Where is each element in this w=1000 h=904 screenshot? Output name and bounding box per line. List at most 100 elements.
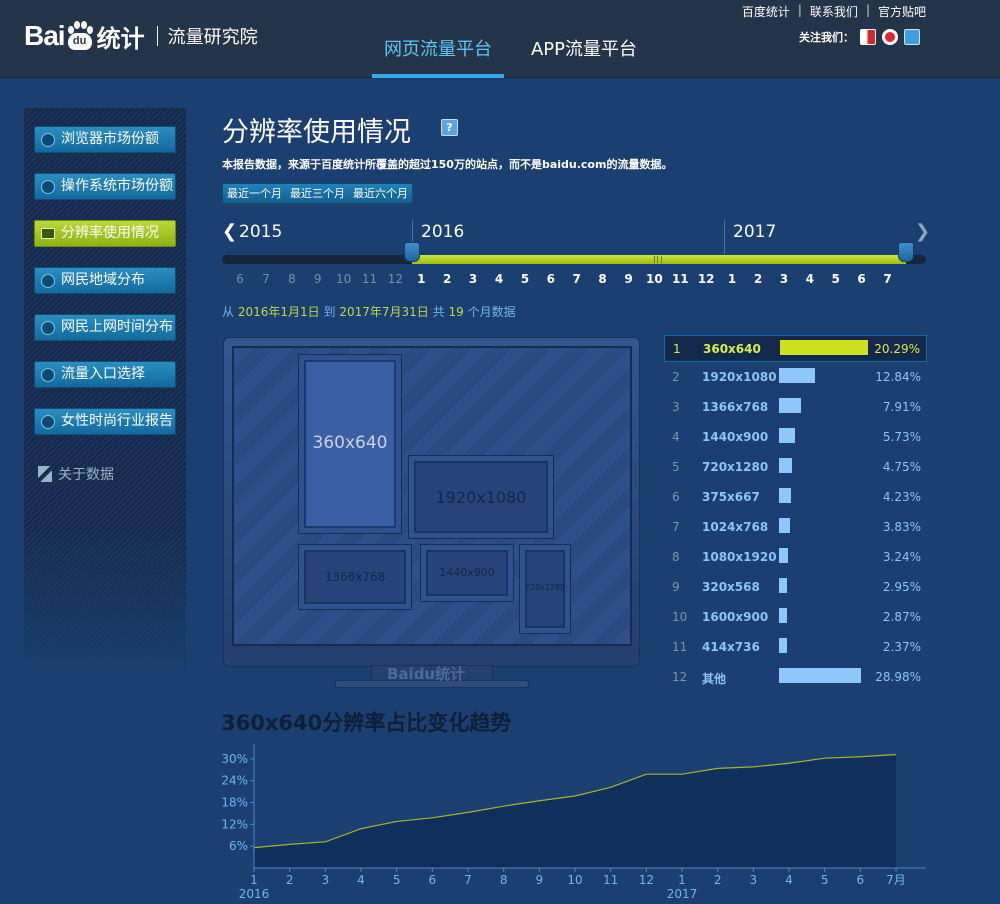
ranking-row[interactable]: 2 1920x1080 12.84% <box>664 362 927 392</box>
ranking-row[interactable]: 11 414x736 2.37% <box>664 632 927 662</box>
monitor-icon <box>41 228 55 239</box>
sina-weibo-icon[interactable] <box>882 29 898 45</box>
timeline-month[interactable]: 6 <box>546 272 555 286</box>
baidu-tongji-logo[interactable]: Bai du 统计 流量研究院 <box>24 16 258 56</box>
x-tick-label: 3 <box>322 873 330 887</box>
ranking-row[interactable]: 9 320x568 2.95% <box>664 572 927 602</box>
last-three-months-button[interactable]: 最近三个月 <box>290 187 345 200</box>
sidebar-item-resolution[interactable]: 分辨率使用情况 <box>34 220 176 247</box>
timeline-month[interactable]: 10 <box>646 272 663 286</box>
resolution-box-1366x768[interactable]: 1366x768 <box>298 544 412 610</box>
report-description: 本报告数据，来源于百度统计所覆盖的超过150万的站点，而不是baidu.com的… <box>222 158 673 171</box>
sidebar-item-os-share[interactable]: 操作系统市场份额 <box>34 173 176 200</box>
timeline-month[interactable]: 11 <box>361 272 378 286</box>
timeline-month[interactable]: 1 <box>417 272 426 286</box>
ranking-row[interactable]: 12 其他 28.98% <box>664 662 927 692</box>
last-six-months-button[interactable]: 最近六个月 <box>353 187 408 200</box>
timeline-month[interactable]: 5 <box>520 272 530 286</box>
tab-app-traffic[interactable]: APP流量平台 <box>530 39 638 60</box>
timeline-month[interactable]: 6 <box>236 272 244 286</box>
monitor-frame: 360x640 1920x1080 1366x768 1440x900 720x… <box>223 337 640 667</box>
trend-chart-title: 360x640分辨率占比变化趋势 <box>221 711 512 735</box>
x-tick-label: 9 <box>536 873 544 887</box>
resolution-box-1440x900[interactable]: 1440x900 <box>420 544 514 602</box>
timeline-month[interactable]: 2 <box>753 272 763 286</box>
ranking-rank: 5 <box>672 460 680 474</box>
timeline-month[interactable]: 3 <box>779 272 789 286</box>
sidebar-item-browser-share[interactable]: 浏览器市场份额 <box>34 126 176 153</box>
ranking-rank: 12 <box>672 670 688 684</box>
timeline-start-handle[interactable] <box>404 242 420 262</box>
resolution-box-1920x1080[interactable]: 1920x1080 <box>408 455 554 539</box>
sidebar-item-online-time[interactable]: 网民上网时间分布 <box>34 314 176 341</box>
timeline-month[interactable]: 6 <box>857 272 866 286</box>
timeline-month[interactable]: 7 <box>572 272 581 286</box>
timeline-month[interactable]: 8 <box>598 272 607 286</box>
timeline-month[interactable]: 1 <box>727 272 737 286</box>
sidebar-item-about-data[interactable]: 关于数据 <box>38 464 114 484</box>
y-tick-label: 30% <box>221 752 248 766</box>
timeline-month[interactable]: 12 <box>387 272 404 286</box>
ranking-rank: 6 <box>672 490 680 504</box>
tab-web-traffic[interactable]: 网页流量平台 <box>372 0 504 78</box>
timeline-month[interactable]: 9 <box>624 272 633 286</box>
monitor-illustration: 360x640 1920x1080 1366x768 1440x900 720x… <box>223 337 641 689</box>
ranking-row[interactable]: 1 360x640 20.29% <box>664 335 927 362</box>
logo-tongji-text: 统计 <box>96 24 145 53</box>
resolution-box-label: 1440x900 <box>439 566 495 579</box>
timeline-month[interactable]: 11 <box>671 272 689 286</box>
resolution-box-720x1280[interactable]: 720x1280 <box>519 544 571 634</box>
ranking-row[interactable]: 5 720x1280 4.75% <box>664 452 927 482</box>
sidebar-item-region[interactable]: 网民地域分布 <box>34 267 176 294</box>
timeline-month[interactable]: 3 <box>468 272 478 286</box>
ranking-resolution: 414x736 <box>702 640 760 654</box>
timeline-month[interactable]: 8 <box>287 272 296 286</box>
ranking-row[interactable]: 6 375x667 4.23% <box>664 482 927 512</box>
tencent-weibo-icon[interactable] <box>860 29 876 45</box>
timeline-month[interactable]: 7 <box>262 272 270 286</box>
sidebar-item-traffic-entry[interactable]: 流量入口选择 <box>34 361 176 388</box>
link-contact-us[interactable]: 联系我们 <box>809 5 858 19</box>
x-year-label: 2017 <box>667 887 698 901</box>
y-tick-label: 12% <box>221 817 248 831</box>
link-official-tieba[interactable]: 官方贴吧 <box>877 5 926 19</box>
timeline-month[interactable]: 10 <box>335 272 352 286</box>
ranking-percent: 7.91% <box>882 400 921 414</box>
x-tick-label: 2 <box>714 873 722 887</box>
timeline-end-handle[interactable] <box>898 242 914 262</box>
baidu-hi-icon[interactable] <box>904 29 920 45</box>
ranking-percent: 3.83% <box>882 520 921 534</box>
platform-tabs: 网页流量平台 APP流量平台 <box>372 0 664 78</box>
help-icon[interactable]: ? <box>441 119 458 136</box>
timeline-month[interactable]: 5 <box>831 272 840 286</box>
ranking-row[interactable]: 7 1024x768 3.83% <box>664 512 927 542</box>
timeline-selected-range[interactable] <box>412 255 906 264</box>
ranking-percent: 5.73% <box>882 430 921 444</box>
last-one-month-button[interactable]: 最近一个月 <box>227 187 282 200</box>
timeline-grip-icon[interactable] <box>654 256 662 263</box>
ranking-row[interactable]: 10 1600x900 2.87% <box>664 602 927 632</box>
ranking-resolution: 720x1280 <box>702 460 769 474</box>
resolution-box-label: 1366x768 <box>324 570 386 584</box>
sidebar-item-label: 操作系统市场份额 <box>61 178 173 194</box>
timeline-month[interactable]: 2 <box>443 272 452 286</box>
timeline-month[interactable]: 4 <box>805 272 814 286</box>
timeline-month[interactable]: 7 <box>883 272 892 286</box>
x-tick-label: 1 <box>678 873 686 887</box>
chevron-left-icon[interactable]: ❮ <box>222 221 238 242</box>
ranking-row[interactable]: 8 1080x1920 3.24% <box>664 542 927 572</box>
timeline-month[interactable]: 12 <box>697 272 715 286</box>
ranking-row[interactable]: 4 1440x900 5.73% <box>664 422 927 452</box>
ranking-row[interactable]: 3 1366x768 7.91% <box>664 392 927 422</box>
sidebar-item-fashion-report[interactable]: 女性时尚行业报告 <box>34 408 176 435</box>
sidebar-item-label: 网民上网时间分布 <box>61 319 173 335</box>
resolution-box-360x640[interactable]: 360x640 <box>298 354 402 534</box>
ranking-rank: 3 <box>672 400 680 414</box>
timeline-month[interactable]: 4 <box>494 272 504 286</box>
timeline-month[interactable]: 9 <box>313 272 322 286</box>
chevron-right-icon[interactable]: ❯ <box>915 221 931 242</box>
period-start-date: 2016年1月1日 <box>237 305 320 319</box>
y-tick-label: 18% <box>221 796 248 810</box>
about-data-icon <box>38 466 52 482</box>
link-baidu-tongji[interactable]: 百度统计 <box>741 5 790 19</box>
